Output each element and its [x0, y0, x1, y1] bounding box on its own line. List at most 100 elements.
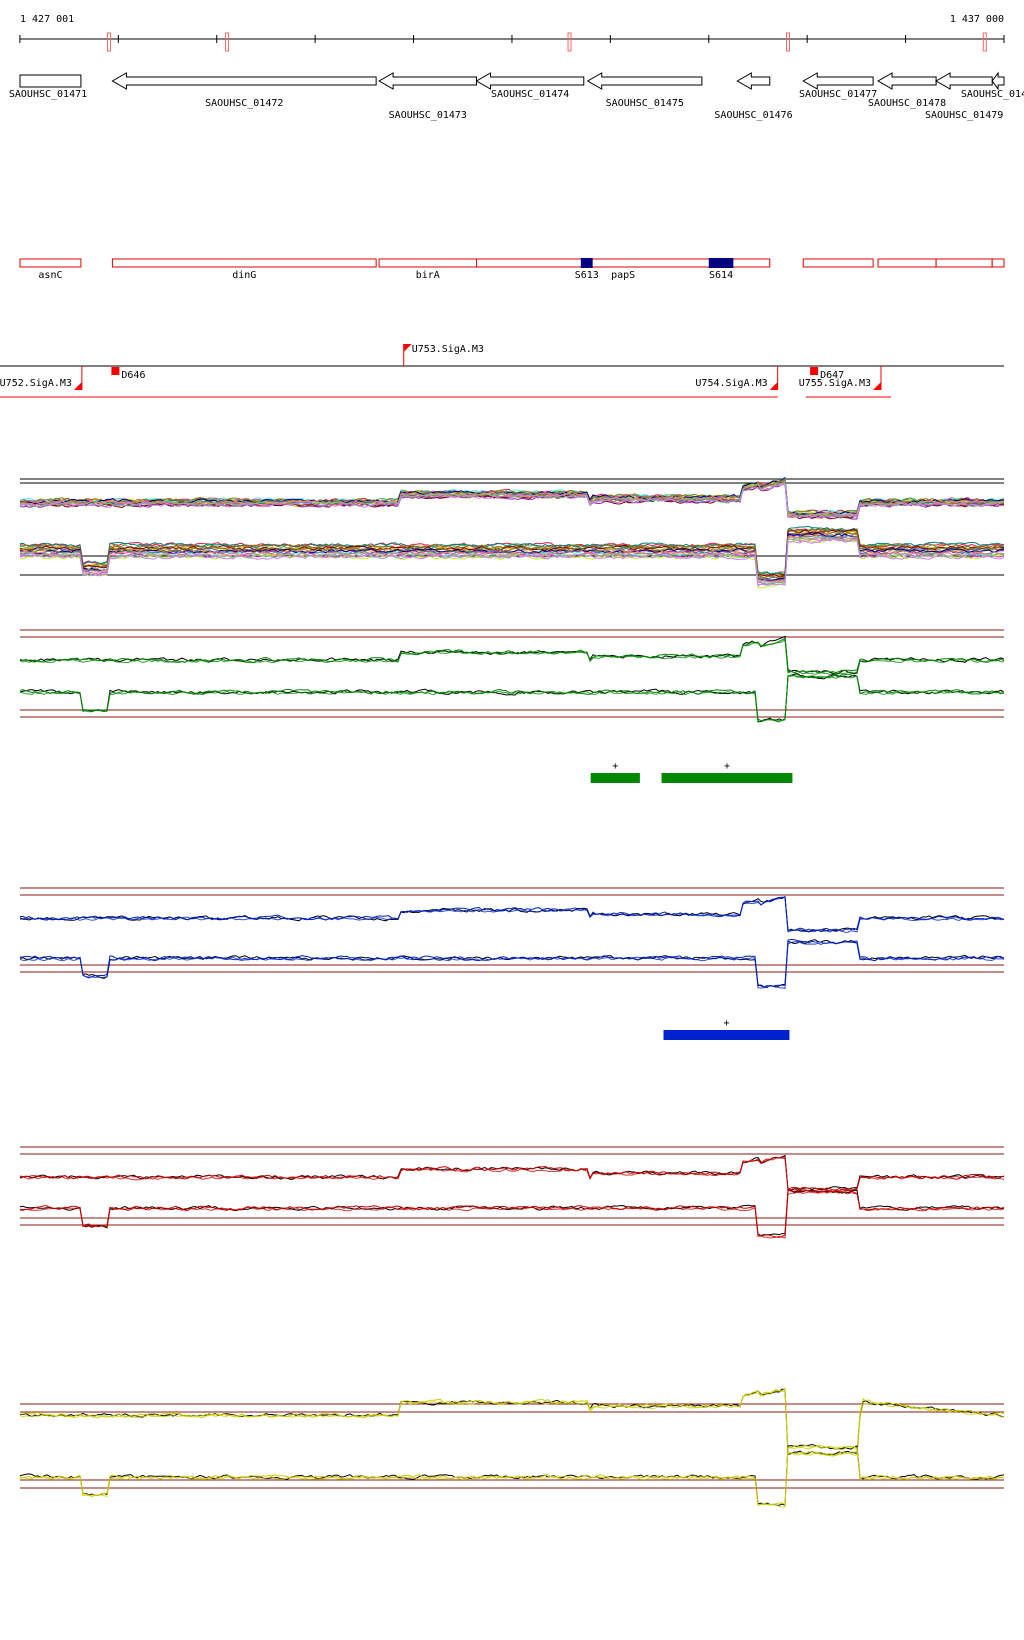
- ruler-end-label: 1 437 000: [950, 14, 1004, 25]
- gene-label: SAOUHSC_01471: [9, 89, 87, 100]
- annotation-box[interactable]: [802, 258, 874, 268]
- signal-line: [19, 537, 1005, 586]
- annotation-box[interactable]: [991, 258, 1005, 268]
- signal-line: [19, 1445, 1005, 1506]
- ruler-start-label: 1 427 001: [20, 14, 74, 25]
- gene-arrow[interactable]: [802, 72, 874, 90]
- signal-line: [19, 940, 1005, 990]
- signal-line: [19, 938, 1005, 988]
- promoter-flag[interactable]: [403, 344, 412, 352]
- signal-line: [19, 1189, 1005, 1238]
- annotation-box[interactable]: [935, 258, 993, 268]
- segment-bar[interactable]: [663, 1030, 790, 1040]
- signal-line: [19, 673, 1005, 723]
- downshift-marker[interactable]: [111, 367, 120, 375]
- gene-label: SAOUHSC_01477: [799, 89, 877, 100]
- gene-label: SAOUHSC_01472: [205, 98, 283, 109]
- annotation-box[interactable]: [19, 258, 82, 268]
- gene-track: SAOUHSC_01471 SAOUHSC_01472 SAOUHSC_01473 S…: [9, 71, 1024, 121]
- promoter-label: U755.SigA.M3: [799, 378, 871, 389]
- expression-track-yellow: [19, 1387, 1005, 1508]
- signal-line: [19, 638, 1005, 676]
- annotation-box[interactable]: [378, 258, 478, 268]
- annotation-label: dinG: [232, 270, 256, 281]
- signal-line: [19, 538, 1005, 587]
- promoter-label: U754.SigA.M3: [695, 378, 767, 389]
- gene-label: SAOUHSC_01479: [925, 110, 1003, 121]
- annotation-box[interactable]: [111, 258, 377, 268]
- signal-line: [19, 1445, 1005, 1508]
- signal-line: [19, 896, 1005, 933]
- expression-track-red: [19, 1146, 1005, 1239]
- srna-box[interactable]: [580, 258, 593, 268]
- expression-track-green: [19, 629, 1005, 724]
- signal-line: [19, 1388, 1005, 1455]
- downshift-label: D647: [820, 370, 844, 381]
- promoter-label: U752.SigA.M3: [0, 378, 72, 389]
- ruler-marker: [106, 32, 111, 52]
- annotation-label: asnC: [38, 270, 62, 281]
- signal-line: [19, 1389, 1005, 1456]
- gene-label: SAOUHSC_01476: [714, 110, 792, 121]
- promoter-flag[interactable]: [872, 382, 881, 390]
- gene-arrow[interactable]: [19, 74, 82, 88]
- signal-line: [19, 1188, 1005, 1237]
- signal-line: [19, 895, 1005, 933]
- segment-track: + + +: [590, 761, 793, 1040]
- signal-line: [19, 530, 1005, 580]
- gene-label: SAOUHSC_01480: [961, 89, 1024, 100]
- ruler-marker: [982, 32, 987, 52]
- signal-line: [19, 895, 1005, 933]
- position-ruler: 1 427 001 1 437 000: [19, 14, 1005, 52]
- gene-arrow[interactable]: [877, 72, 937, 90]
- segment-bar[interactable]: [590, 773, 640, 783]
- signal-line: [19, 673, 1005, 723]
- srna-label: S614: [709, 270, 733, 281]
- ruler-marker: [785, 32, 790, 52]
- gene-label: SAOUHSC_01475: [606, 98, 684, 109]
- gene-arrow[interactable]: [586, 72, 703, 90]
- signal-line: [19, 637, 1005, 674]
- ruler-marker: [225, 32, 230, 52]
- annotation-box[interactable]: [877, 258, 937, 268]
- signal-line: [19, 939, 1005, 989]
- annotation-label: birA: [416, 270, 440, 281]
- gene-label: SAOUHSC_01473: [389, 110, 467, 121]
- gene-arrow[interactable]: [991, 71, 1005, 91]
- signal-line: [19, 1155, 1005, 1193]
- signal-line: [19, 674, 1005, 724]
- srna-box[interactable]: [708, 258, 734, 268]
- segment-bar[interactable]: [661, 773, 793, 783]
- gene-label: SAOUHSC_01474: [491, 89, 569, 100]
- signal-line: [19, 536, 1005, 586]
- gene-label: SAOUHSC_01478: [868, 98, 946, 109]
- gene-arrow[interactable]: [111, 72, 377, 90]
- srna-label: S613: [575, 270, 599, 281]
- annotation-box[interactable]: [476, 258, 771, 268]
- segment-label: +: [724, 761, 730, 772]
- signal-line: [19, 528, 1005, 578]
- signal-line: [19, 1191, 1005, 1239]
- gene-arrow[interactable]: [935, 72, 993, 90]
- signal-line: [19, 635, 1005, 675]
- signal-line: [19, 1156, 1005, 1192]
- gene-arrow[interactable]: [736, 72, 771, 90]
- gene-arrow[interactable]: [475, 72, 585, 90]
- downshift-marker[interactable]: [810, 367, 819, 375]
- promoter-flag[interactable]: [769, 382, 778, 390]
- promoter-label: U753.SigA.M3: [412, 344, 484, 355]
- segment-label: +: [612, 761, 618, 772]
- promoter-track: U752.SigA.M3 U753.SigA.M3 U754.SigA.M3 U755…: [0, 344, 1004, 398]
- annotation-track: asnC dinG birA papS S613 S614: [19, 258, 1005, 281]
- expression-track-blue: [19, 887, 1005, 990]
- segment-label: +: [723, 1018, 729, 1029]
- gene-arrow[interactable]: [378, 72, 478, 90]
- signal-line: [19, 1154, 1005, 1192]
- ruler-ticks: [19, 32, 1005, 52]
- ruler-marker: [567, 32, 572, 52]
- downshift-label: D646: [121, 370, 145, 381]
- annotation-label: papS: [611, 270, 635, 281]
- expression-track-multi: [19, 476, 1005, 589]
- promoter-flag[interactable]: [73, 382, 82, 390]
